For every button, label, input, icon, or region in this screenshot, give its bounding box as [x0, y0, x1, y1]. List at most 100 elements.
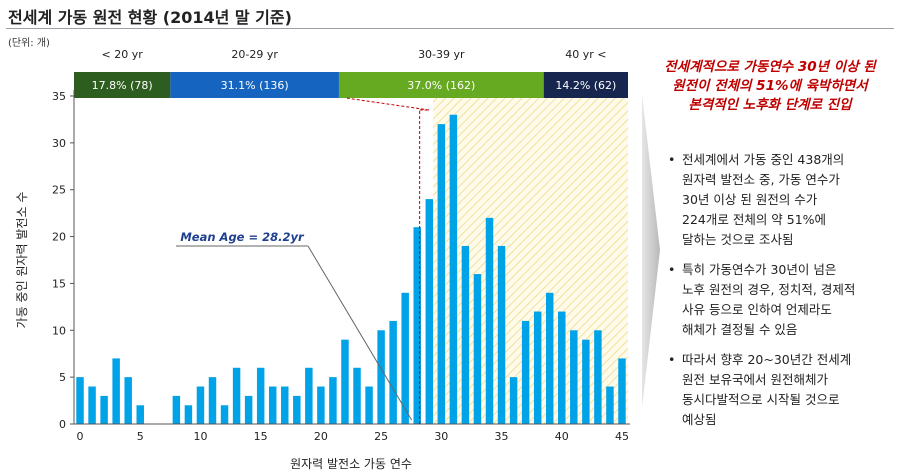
bullet-line: 달하는 것으로 조사됨: [682, 232, 794, 247]
x-tick-label: 45: [615, 430, 629, 443]
bullet-line: 원자력 발전소 중, 가동 연수가: [682, 172, 840, 187]
histogram-bar: [449, 114, 458, 424]
x-tick-label: 0: [77, 430, 84, 443]
histogram-bar: [305, 367, 313, 424]
age-group-share-label: 37.0% (162): [407, 79, 475, 92]
histogram-bar: [582, 339, 590, 424]
histogram-bar: [281, 386, 289, 424]
age-group-share-label: 31.1% (136): [221, 79, 289, 92]
y-tick-label: 30: [52, 137, 66, 150]
unit-label: (단위: 개): [8, 38, 50, 49]
y-tick-label: 5: [59, 371, 66, 384]
histogram-bar: [606, 386, 614, 424]
bullet-item: 전세계에서 가동 중인 438개의 원자력 발전소 중, 가동 연수가 30년 …: [668, 150, 898, 250]
callout-line: 전세계적으로 가동연수 30년 이상 된: [664, 59, 876, 75]
callout-box: 전세계적으로 가동연수 30년 이상 된 원전이 전체의 51%에 육박하면서 …: [640, 58, 900, 115]
y-tick-label: 0: [59, 418, 66, 431]
age-group-box: [338, 72, 544, 98]
histogram-bar: [256, 367, 265, 424]
histogram-bar: [136, 405, 144, 424]
age-group-range-label: < 20 yr: [102, 48, 144, 61]
x-axis-title: 원자력 발전소 가동 연수: [290, 457, 412, 471]
age-group-share-label: 17.8% (78): [92, 79, 153, 92]
bullet-line: 동시다발적으로 시작될 것으로: [682, 392, 840, 407]
histogram-bar: [184, 405, 193, 424]
bullet-line: 노후 원전의 경우, 정치적, 경제적: [682, 282, 856, 297]
histogram-bar: [341, 339, 349, 424]
mean-age-annotation: Mean Age = 28.2yr: [180, 230, 305, 244]
histogram-bar: [172, 395, 181, 424]
histogram-bar: [533, 311, 542, 424]
age-group-range-label: 20-29 yr: [231, 48, 278, 61]
histogram-bar: [220, 405, 229, 424]
histogram-bar: [389, 320, 397, 424]
y-tick-label: 25: [52, 184, 66, 197]
group-boundary-connector: [345, 97, 430, 111]
histogram-bar: [112, 358, 120, 424]
histogram-bar: [473, 274, 482, 424]
histogram-bar: [365, 386, 373, 424]
histogram-bar: [100, 395, 108, 424]
bullet-line: 예상됨: [682, 412, 717, 427]
y-tick-label: 15: [52, 277, 66, 290]
histogram-bar: [425, 199, 434, 424]
histogram-bar: [594, 330, 602, 424]
histogram-bar: [461, 245, 470, 424]
histogram-bar: [76, 377, 84, 424]
histogram-bar: [353, 367, 361, 424]
histogram-bar: [208, 377, 217, 424]
annotation-leader: [307, 245, 413, 421]
bullet-line: 전세계에서 가동 중인 438개의: [682, 152, 845, 167]
bullet-item: 따라서 향후 20~30년간 전세계 원전 보유국에서 원전해체가 동시다발적으…: [668, 350, 898, 430]
bullet-item: 특히 가동연수가 30년이 넘은 노후 원전의 경우, 정치적, 경제적 사유 …: [668, 260, 898, 340]
histogram-bar: [232, 367, 241, 424]
bullet-line: 원전 보유국에서 원전해체가: [682, 372, 828, 387]
age-group-share-label: 14.2% (62): [555, 79, 616, 92]
histogram-bar: [509, 377, 518, 424]
x-tick-label: 35: [495, 430, 509, 443]
y-tick-label: 35: [52, 90, 66, 103]
histogram-bar: [485, 217, 494, 424]
transition-arrow-shape: [642, 95, 660, 408]
age-group-box: [170, 72, 339, 98]
age-group-box: [74, 72, 171, 98]
bullet-line: 30년 이상 된 원전의 수가: [682, 192, 818, 207]
histogram-bar: [377, 330, 385, 424]
y-tick-label: 20: [52, 231, 66, 244]
histogram-bar: [293, 395, 301, 424]
histogram-bar: [437, 124, 446, 424]
histogram-bar: [618, 358, 626, 424]
bullet-list: 전세계에서 가동 중인 438개의 원자력 발전소 중, 가동 연수가 30년 …: [668, 150, 898, 440]
age-group-range-label: 30-39 yr: [418, 48, 465, 61]
bullet-line: 사유 등으로 인하여 언제라도: [682, 302, 832, 317]
x-tick-label: 10: [193, 430, 207, 443]
age-group-range-label: 40 yr <: [565, 48, 606, 61]
histogram-bar: [124, 377, 132, 424]
histogram-bar: [268, 386, 277, 424]
histogram-bar: [244, 395, 253, 424]
callout-line: 본격적인 노후화 단계로 진입: [688, 97, 852, 113]
bullet-line: 224개로 전체의 약 51%에: [682, 212, 827, 227]
bullet-line: 특히 가동연수가 30년이 넘은: [682, 262, 837, 277]
x-tick-label: 20: [314, 430, 328, 443]
histogram-bar: [329, 377, 337, 424]
y-tick-label: 10: [52, 324, 66, 337]
page-title: 전세계 가동 원전 현황 (2014년 말 기준): [8, 8, 292, 27]
title-divider: [6, 28, 894, 29]
histogram-bar: [401, 292, 409, 424]
histogram-bar: [88, 386, 96, 424]
x-tick-label: 15: [254, 430, 268, 443]
bullet-line: 따라서 향후 20~30년간 전세계: [682, 352, 852, 367]
histogram-bar: [558, 311, 566, 424]
histogram-bar: [570, 330, 578, 424]
x-tick-label: 40: [555, 430, 569, 443]
bullet-line: 해체가 결정될 수 있음: [682, 322, 798, 337]
x-tick-label: 25: [374, 430, 388, 443]
histogram-bar: [196, 386, 205, 424]
age-group-box: [543, 72, 628, 98]
x-tick-label: 30: [434, 430, 448, 443]
x-tick-label: 5: [137, 430, 144, 443]
histogram-bar: [413, 227, 421, 424]
